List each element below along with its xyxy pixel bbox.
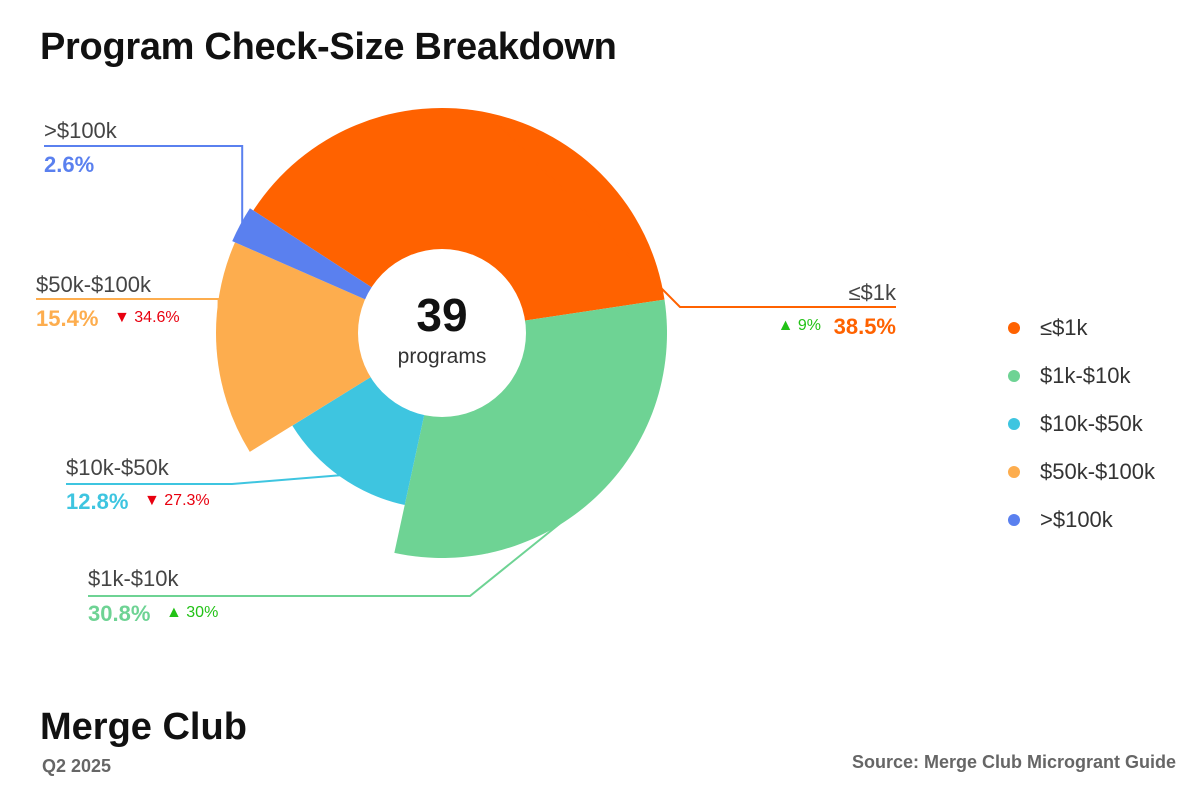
change-indicator-50k-100k: ▼ 34.6% [114, 309, 180, 326]
leader-line-50k-100k [36, 298, 220, 349]
donut-hole [358, 249, 526, 417]
slice-percent-le-1k: 38.5% [834, 314, 896, 339]
source-note: Source: Merge Club Microgrant Guide [851, 752, 1176, 772]
legend-swatch-icon [1008, 418, 1020, 430]
slice-label-1k-10k: $1k-$10k [88, 566, 180, 591]
slice-label-10k-50k: $10k-$50k [66, 455, 170, 480]
leader-line-le-1k [488, 114, 896, 308]
chart-title: Program Check-Size Breakdown [40, 26, 617, 68]
slice-50k-100k [216, 242, 442, 452]
slice-percent-gt-100k: 2.6% [44, 152, 94, 177]
slice-label-50k-100k: $50k-$100k [36, 272, 152, 297]
legend-label: $10k-$50k [1040, 411, 1143, 436]
legend: ≤$1k $1k-$10k $10k-$50k $50k-$100k >$100k [1008, 304, 1155, 544]
center-label: programs [398, 345, 487, 368]
legend-item-le-1k: ≤$1k [1008, 304, 1155, 352]
leader-line-gt-100k [44, 145, 244, 226]
legend-label: $50k-$100k [1040, 459, 1155, 484]
slice-percent-10k-50k: 12.8% [66, 489, 128, 514]
slice-percent-50k-100k: 15.4% [36, 306, 98, 331]
slice-label-gt-100k: >$100k [44, 118, 118, 143]
legend-item-50k-100k: $50k-$100k [1008, 448, 1155, 496]
legend-label: $1k-$10k [1040, 363, 1131, 388]
change-indicator-10k-50k: ▼ 27.3% [144, 492, 210, 509]
legend-swatch-icon [1008, 514, 1020, 526]
legend-swatch-icon [1008, 322, 1020, 334]
change-indicator-le-1k: ▲ 9% [778, 317, 821, 334]
center-value: 39 [416, 289, 467, 341]
legend-item-gt-100k: >$100k [1008, 496, 1155, 544]
legend-label: >$100k [1040, 507, 1113, 532]
slice-percent-1k-10k: 30.8% [88, 601, 150, 626]
legend-swatch-icon [1008, 466, 1020, 478]
legend-item-10k-50k: $10k-$50k [1008, 400, 1155, 448]
change-indicator-1k-10k: ▲ 30% [166, 604, 218, 621]
legend-label: ≤$1k [1040, 315, 1088, 340]
legend-item-1k-10k: $1k-$10k [1008, 352, 1155, 400]
legend-swatch-icon [1008, 370, 1020, 382]
period-label: Q2 2025 [42, 756, 112, 776]
slice-le-1k [253, 107, 665, 333]
brand-name: Merge Club [40, 706, 247, 748]
leader-line-1k-10k [88, 494, 596, 597]
slice-label-le-1k: ≤$1k [848, 280, 897, 305]
donut-chart: 39 programs ≤$1k 38.5% ▲ 9% $1k-$10k 30.8% ▲ 30… [36, 107, 897, 626]
leader-line-10k-50k [66, 474, 342, 485]
